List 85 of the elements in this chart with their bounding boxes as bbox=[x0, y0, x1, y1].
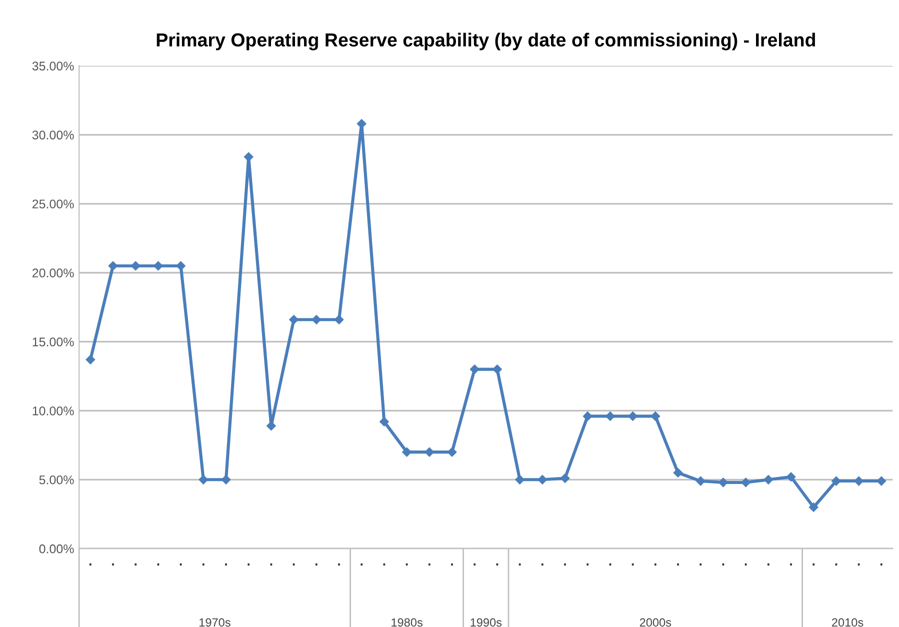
x-tick-label: . bbox=[315, 563, 318, 566]
y-tick-label: 30.00% bbox=[32, 130, 74, 140]
text: 1970s bbox=[200, 618, 230, 627]
x-tick-label: . bbox=[270, 563, 272, 566]
point bbox=[876, 476, 886, 486]
x-tick-label: . bbox=[474, 563, 476, 566]
x-tick-label: . bbox=[112, 563, 114, 566]
x-tick-label: . bbox=[496, 563, 498, 566]
point bbox=[221, 475, 231, 484]
y-tick-label: 25.00% bbox=[32, 200, 74, 208]
point bbox=[86, 355, 96, 364]
x-tick-label: . bbox=[292, 563, 295, 566]
point bbox=[741, 478, 750, 488]
x-tick-label: . bbox=[700, 563, 702, 566]
point bbox=[515, 475, 524, 484]
x-tick-label: . bbox=[880, 563, 882, 566]
point bbox=[380, 417, 389, 426]
point bbox=[130, 261, 140, 270]
point bbox=[402, 447, 412, 457]
point bbox=[786, 472, 796, 482]
point bbox=[447, 447, 457, 457]
x-tick-label: . bbox=[225, 563, 227, 566]
x-tick-label: . bbox=[767, 563, 770, 566]
x-tick-label: . bbox=[609, 563, 612, 566]
point bbox=[582, 412, 592, 421]
x-tick-label: . bbox=[406, 563, 408, 566]
y-tick-label: 15.00% bbox=[32, 338, 74, 346]
x-tick-label: . bbox=[134, 563, 137, 566]
point bbox=[854, 476, 864, 486]
x-tick-label: . bbox=[586, 563, 589, 566]
x-tick-label: . bbox=[677, 563, 679, 566]
point bbox=[244, 152, 254, 162]
x-tick-label: . bbox=[722, 563, 724, 566]
x-tick-label: . bbox=[812, 563, 815, 566]
x-tick-label: . bbox=[180, 563, 182, 566]
x-tick-label: . bbox=[360, 563, 363, 566]
x-tick-label: . bbox=[383, 563, 386, 566]
x-tick-label: . bbox=[790, 563, 792, 566]
point bbox=[538, 475, 548, 484]
text: 2010s bbox=[832, 618, 864, 627]
point bbox=[312, 315, 322, 324]
x-tick-label: . bbox=[248, 563, 250, 566]
point bbox=[808, 502, 818, 512]
x-tick-label: . bbox=[338, 563, 340, 566]
point bbox=[154, 261, 163, 270]
y-tick-label: 20.00% bbox=[32, 268, 74, 278]
point bbox=[628, 412, 638, 421]
x-tick-label: . bbox=[632, 563, 634, 566]
x-tick-label: . bbox=[89, 563, 92, 566]
x-tick-label: . bbox=[157, 563, 160, 566]
x-tick-label: . bbox=[518, 563, 521, 566]
point bbox=[606, 412, 615, 421]
point bbox=[650, 412, 660, 421]
y-tick-label: 5.00% bbox=[39, 475, 74, 484]
x-tick-label: . bbox=[744, 563, 747, 566]
point bbox=[198, 475, 208, 484]
y-tick-label: 35.00% bbox=[32, 62, 74, 70]
y-tick-label: 0.00% bbox=[39, 544, 74, 554]
point bbox=[176, 261, 186, 270]
point bbox=[334, 315, 344, 324]
point bbox=[832, 476, 841, 486]
text: 1990s bbox=[470, 618, 502, 627]
point bbox=[470, 364, 480, 374]
point bbox=[492, 364, 502, 374]
point bbox=[696, 476, 706, 486]
point bbox=[560, 474, 570, 483]
y-tick-label: 10.00% bbox=[32, 406, 74, 416]
text: 1980s bbox=[392, 618, 422, 627]
point bbox=[289, 315, 298, 324]
point bbox=[424, 447, 434, 457]
point bbox=[718, 478, 728, 488]
x-tick-label: . bbox=[858, 563, 860, 566]
x-tick-label: . bbox=[654, 563, 656, 566]
point bbox=[356, 119, 366, 128]
x-tick-label: . bbox=[428, 563, 430, 566]
x-tick-label: . bbox=[564, 563, 566, 566]
chart-title: Primary Operating Reserve capability (by date of commissioning) - Ireland bbox=[156, 32, 815, 50]
x-tick-label: . bbox=[835, 563, 838, 566]
x-tick-label: . bbox=[451, 563, 453, 566]
point bbox=[108, 261, 118, 270]
point bbox=[673, 468, 683, 478]
point bbox=[764, 475, 774, 484]
text: 2000s bbox=[640, 618, 672, 627]
x-tick-label: . bbox=[541, 563, 544, 566]
x-tick-label: . bbox=[202, 563, 204, 566]
